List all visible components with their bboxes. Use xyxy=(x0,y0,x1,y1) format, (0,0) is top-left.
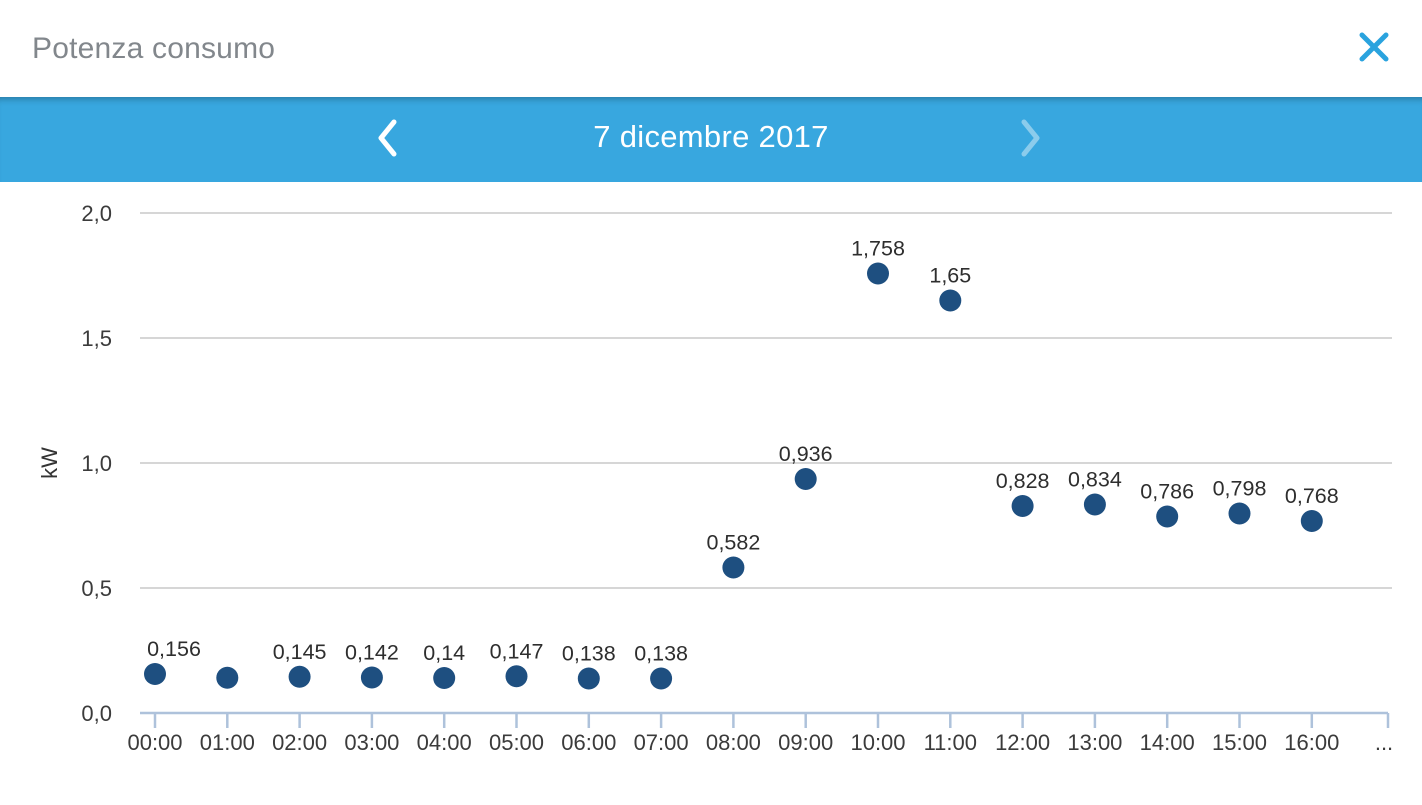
previous-day-button[interactable] xyxy=(360,111,416,167)
x-axis-tick-label: 02:00 xyxy=(272,730,327,755)
data-point[interactable] xyxy=(288,665,311,688)
data-point-label: 0,798 xyxy=(1213,477,1267,501)
chevron-right-icon xyxy=(1016,117,1044,162)
data-point-label: 0,768 xyxy=(1285,484,1339,508)
date-label: 7 dicembre 2017 xyxy=(593,119,829,154)
x-axis-tick-label: 14:00 xyxy=(1140,730,1195,755)
data-point-label: 0,145 xyxy=(273,640,327,664)
data-point[interactable] xyxy=(794,468,817,490)
data-point-label: 0,147 xyxy=(490,639,544,663)
data-point-label: 0,582 xyxy=(706,531,760,555)
x-axis-overflow-label: ... xyxy=(1375,730,1393,755)
data-point[interactable] xyxy=(216,666,239,689)
x-axis-tick-label: 08:00 xyxy=(706,730,761,755)
y-axis-tick-label: 2,0 xyxy=(81,201,112,226)
data-point-label: 0,138 xyxy=(562,642,616,666)
data-point[interactable] xyxy=(1300,510,1323,532)
x-axis-tick-label: 04:00 xyxy=(417,730,472,755)
dialog-header: Potenza consumo xyxy=(0,0,1422,97)
chevron-left-icon xyxy=(374,117,402,162)
close-button[interactable] xyxy=(1352,27,1396,71)
data-point-label: 0,786 xyxy=(1140,480,1194,504)
y-axis-tick-label: 0,0 xyxy=(81,701,112,726)
data-point-label: 0,936 xyxy=(779,442,833,466)
y-axis-title: kW xyxy=(37,447,62,479)
data-point[interactable] xyxy=(144,663,166,685)
data-point[interactable] xyxy=(1083,493,1106,516)
x-axis-tick-label: 10:00 xyxy=(850,730,905,755)
x-axis-tick-label: 03:00 xyxy=(344,730,399,755)
data-point-label: 0,834 xyxy=(1068,468,1122,492)
date-navigation-bar: 7 dicembre 2017 xyxy=(0,97,1422,182)
data-point-label: 0,828 xyxy=(996,469,1050,493)
data-point[interactable] xyxy=(577,667,600,690)
y-axis-tick-label: 1,5 xyxy=(81,326,112,351)
data-point[interactable] xyxy=(505,665,528,688)
data-point-label: 0,156 xyxy=(147,637,201,661)
close-icon xyxy=(1355,28,1393,69)
data-point[interactable] xyxy=(360,666,383,689)
next-day-button[interactable] xyxy=(1002,111,1058,167)
data-point-label: 0,138 xyxy=(634,642,688,666)
data-point-label: 0,142 xyxy=(345,641,399,665)
data-point[interactable] xyxy=(433,667,456,689)
data-point[interactable] xyxy=(722,556,745,579)
data-point[interactable] xyxy=(1011,495,1034,517)
y-axis-tick-label: 1,0 xyxy=(81,451,112,476)
data-point[interactable] xyxy=(939,289,962,312)
x-axis-tick-label: 05:00 xyxy=(489,730,544,755)
data-point[interactable] xyxy=(867,262,889,285)
x-axis-tick-label: 01:00 xyxy=(200,730,255,755)
data-point[interactable] xyxy=(1228,502,1251,525)
data-point-label: 0,14 xyxy=(423,641,465,665)
chart-canvas: 0,0 0,5 1,0 1,5 2,0 kW 00:00 0,156 01:00 02:00 0,1… xyxy=(37,201,1393,755)
data-point-label: 1,65 xyxy=(929,264,971,288)
x-axis-tick-label: 13:00 xyxy=(1067,730,1122,755)
x-axis-tick-label: 06:00 xyxy=(561,730,616,755)
data-point[interactable] xyxy=(1156,505,1179,528)
x-axis-tick-label: 11:00 xyxy=(924,730,977,755)
data-point[interactable] xyxy=(650,667,673,690)
x-axis-tick-label: 16:00 xyxy=(1284,730,1339,755)
data-point-label: 1,758 xyxy=(851,237,905,261)
power-consumption-chart: 0,0 0,5 1,0 1,5 2,0 kW 00:00 0,156 01:00 02:00 0,1… xyxy=(0,182,1422,800)
x-axis-tick-label: 09:00 xyxy=(778,730,833,755)
x-axis-tick-label: 07:00 xyxy=(634,730,689,755)
x-axis-tick-label: 12:00 xyxy=(995,730,1050,755)
x-axis-tick-label: 00:00 xyxy=(127,730,182,755)
x-axis-tick-label: 15:00 xyxy=(1212,730,1267,755)
y-axis-tick-label: 0,5 xyxy=(81,576,112,601)
page-title: Potenza consumo xyxy=(32,31,276,65)
